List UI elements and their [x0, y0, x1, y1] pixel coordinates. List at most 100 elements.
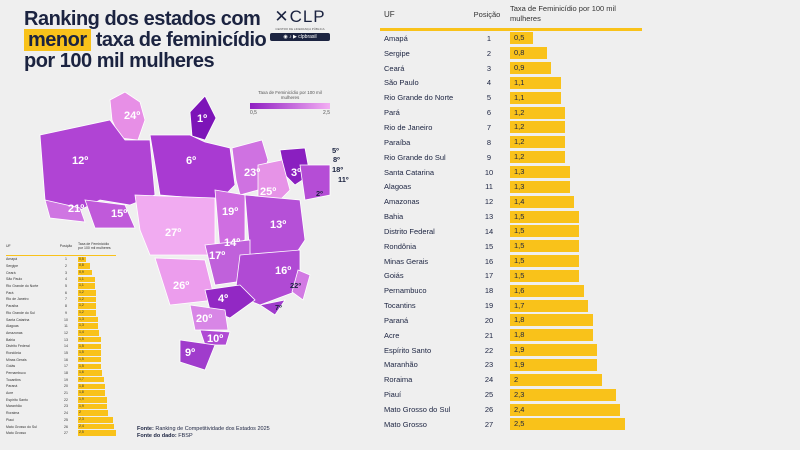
table-row: Alagoas 11 1,3: [380, 179, 642, 194]
table-row: Tocantins 19 1,7: [380, 298, 642, 313]
mini-table-row: Mato Grosso 27 2,5: [6, 430, 116, 437]
mini-table-row: Amazonas 12 1,4: [6, 330, 116, 337]
mini-row-bar: 1,2: [78, 290, 96, 296]
mini-header-uf: UF: [6, 243, 11, 248]
mini-row-bar: 2,5: [78, 430, 116, 436]
clp-logo: ✕CLP CENTRO DE LIDERANÇA PÚBLICA ◉ ♪ ▶ c…: [270, 7, 330, 41]
row-position: 16: [484, 256, 494, 266]
state-rondonia: [84, 199, 136, 229]
row-uf: Mato Grosso: [384, 419, 427, 429]
legend-min: 0,5: [250, 110, 257, 116]
mini-table-row: Paraná 20 1,8: [6, 383, 116, 390]
row-uf: Pernambuco: [384, 286, 427, 296]
mini-row-position: 23: [64, 404, 68, 409]
state-tocantins: [214, 189, 246, 251]
row-position: 4: [486, 78, 492, 88]
row-position: 1: [486, 33, 492, 43]
table-row: Minas Gerais 16 1,5: [380, 254, 642, 269]
mini-row-uf: Maranhão: [6, 404, 22, 409]
mini-row-uf: Rio Grande do Sul: [6, 310, 35, 315]
state-sc: [199, 329, 231, 346]
mini-row-uf: Mato Grosso do Sul: [6, 424, 37, 429]
row-uf: Amapá: [384, 33, 408, 43]
social-handle: ◉ ♪ ▶ clpbrasil: [270, 33, 330, 41]
map-rank-label: 7º: [275, 303, 282, 312]
mini-row-bar: 1,9: [78, 403, 107, 410]
state-acre: [44, 199, 86, 223]
mini-row-position: 1: [65, 257, 67, 262]
map-rank-label: 14º: [224, 237, 240, 249]
map-rank-label: 19º: [222, 206, 238, 218]
row-uf: Pará: [384, 108, 400, 118]
mini-table-row: Ceará 3 0,9: [6, 269, 116, 276]
mini-row-position: 27: [64, 431, 68, 436]
mini-row-bar: 1,5: [78, 336, 101, 343]
table-row: Distrito Federal 14 1,5: [380, 224, 642, 239]
row-bar: 0,9: [510, 62, 552, 75]
mini-table-row: Sergipe 2 0,8: [6, 263, 116, 270]
data-source-text: FBSP: [178, 433, 193, 439]
table-row: Ceará 3 0,9: [380, 61, 642, 76]
row-uf: Alagoas: [384, 182, 412, 192]
mini-row-bar: 1,5: [78, 356, 101, 363]
state-piaui: [257, 159, 291, 206]
header-uf: UF: [384, 9, 395, 19]
row-bar: 0,5: [510, 32, 533, 45]
mini-table: UF Posição Taxa de Feminicídio por 100 mil…: [6, 236, 116, 437]
mini-row-position: 6: [65, 290, 67, 295]
mini-table-row: Roraima 24 2: [6, 410, 116, 417]
mini-row-position: 17: [64, 364, 68, 369]
header-rate: Taxa de Feminicídio por 100 mil mulheres: [510, 4, 616, 23]
row-uf: São Paulo: [384, 78, 419, 88]
mini-row-position: 20: [64, 384, 68, 389]
map-rank-label: 20º: [196, 313, 212, 325]
row-uf: Rondônia: [384, 241, 417, 251]
row-uf: Rio Grande do Sul: [384, 152, 446, 162]
row-position: 12: [484, 197, 494, 207]
mini-row-uf: Roraima: [6, 411, 20, 416]
mini-row-uf: Amapá: [6, 257, 18, 262]
row-uf: Roraima: [384, 375, 413, 385]
row-bar: 1,1: [510, 91, 561, 104]
table-row: Mato Grosso 27 2,5: [380, 417, 642, 432]
map-rank-label: 21º: [68, 203, 84, 215]
mini-table-row: Tocantins 19 1,7: [6, 376, 116, 383]
table-row: Acre 21 1,8: [380, 328, 642, 343]
row-bar: 2: [510, 373, 602, 386]
row-position: 5: [486, 93, 492, 103]
mini-row-uf: Sergipe: [6, 264, 19, 269]
map-rank-label: 25º: [260, 186, 276, 198]
row-bar: 2,5: [510, 418, 625, 431]
page-title: Ranking dos estados com menor taxa de fe…: [24, 9, 267, 72]
source-label: Fonte:: [137, 426, 154, 432]
mini-row-uf: Santa Catarina: [6, 317, 30, 322]
table-row: Goiás 17 1,5: [380, 269, 642, 284]
row-position: 3: [486, 63, 492, 73]
table-row: Maranhão 23 1,9: [380, 358, 642, 373]
mini-row-uf: Mato Grosso: [6, 431, 27, 436]
table-row: Rio Grande do Norte 5 1,1: [380, 90, 642, 105]
row-uf: Amazonas: [384, 197, 420, 207]
mini-row-position: 25: [64, 417, 68, 422]
row-bar: 1,5: [510, 240, 579, 253]
mini-row-uf: Goiás: [6, 364, 16, 369]
source-text: Ranking de Competitividade dos Estados 2…: [155, 426, 270, 432]
mini-row-position: 13: [64, 337, 68, 342]
mini-table-row: Distrito Federal 14 1,5: [6, 343, 116, 350]
mini-row-uf: Rio Grande do Norte: [6, 284, 39, 289]
mini-row-position: 15: [64, 350, 68, 355]
row-bar: 1,1: [510, 76, 561, 89]
table-row: Rio de Janeiro 7 1,2: [380, 120, 642, 135]
mini-row-bar: 1,2: [78, 296, 96, 303]
row-uf: Maranhão: [384, 360, 418, 370]
mini-row-position: 4: [65, 277, 67, 282]
row-bar: 1,7: [510, 299, 589, 312]
map-rank-label: 23º: [244, 167, 260, 179]
map-rank-label: 27º: [165, 227, 181, 239]
row-bar: 1,2: [510, 151, 566, 164]
logo-text: CLP: [289, 7, 326, 26]
state-para: [149, 134, 236, 201]
map-rank-label: 15º: [111, 208, 127, 220]
mini-row-bar: 1,8: [78, 390, 105, 396]
